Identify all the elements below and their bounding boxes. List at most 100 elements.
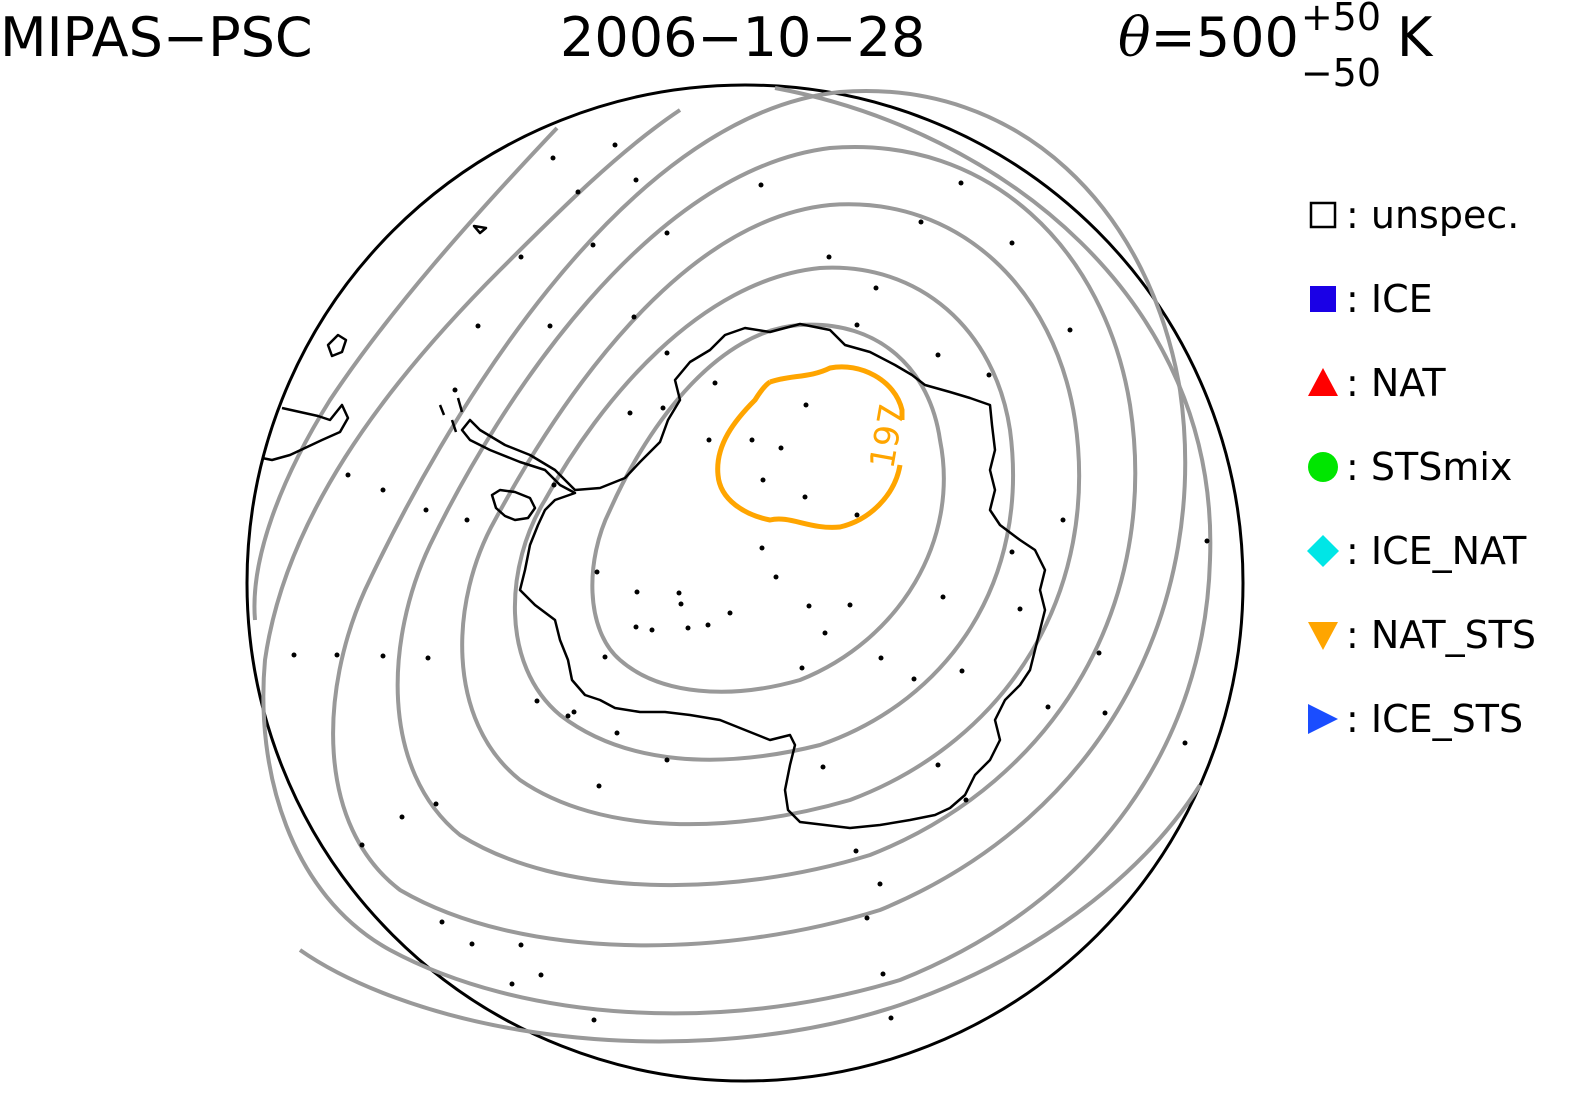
observation-point [877,881,883,887]
observation-point [380,487,386,493]
observation-point [359,842,365,848]
legend-label: : ICE_NAT [1346,529,1527,573]
observation-point [423,507,429,513]
legend-label: : ICE_STS [1346,697,1524,741]
theta-unit: K [1396,6,1433,69]
observation-point [1102,710,1108,716]
observation-point [880,971,886,977]
observation-point [759,545,765,551]
observation-point [986,372,992,378]
observation-point [664,757,670,763]
observation-point [1096,650,1102,656]
observation-points [291,142,1210,1023]
observation-point [911,676,917,682]
observation-point [399,814,405,820]
observation-point [1017,606,1023,612]
observation-point [649,627,655,633]
observation-point [873,285,879,291]
contour-197K [715,364,905,530]
observation-point [758,182,764,188]
observation-point [678,601,684,607]
observation-point [712,380,718,386]
observation-point [676,590,682,596]
observation-point [778,445,784,451]
observation-point [518,942,524,948]
observation-point [547,323,553,329]
square-marker-icon [1310,286,1336,312]
observation-point [602,654,608,660]
legend-label: : ICE [1346,277,1433,321]
theta-value: =500 [1150,6,1299,69]
contour-line-5 [331,89,1188,948]
observation-point [550,155,556,161]
observation-point [509,981,515,987]
observation-point [1060,517,1066,523]
observation-point [469,941,475,947]
contour-line-3 [460,202,1082,827]
observation-point [918,219,924,225]
open-square-marker-icon [1309,201,1337,229]
contour-line-1 [590,322,946,694]
legend-label: : STSmix [1346,445,1513,489]
instrument-title: MIPAS−PSC [0,6,313,69]
observation-point [594,569,600,575]
observation-point [1009,240,1015,246]
observation-point [631,314,637,320]
observation-point [935,762,941,768]
observation-point [888,1015,894,1021]
small-island [472,224,488,235]
observation-point [425,655,431,661]
legend-label: : NAT [1346,361,1446,405]
observation-point [439,919,445,925]
observation-point [773,574,779,580]
observation-point [959,668,965,674]
antarctica-coastline [460,322,1047,830]
observation-point [864,915,870,921]
observation-point [633,624,639,630]
theta-lower: −50 [1300,51,1382,96]
observation-point [940,594,946,600]
observation-point [565,713,571,719]
legend-label: : NAT_STS [1346,613,1537,657]
observation-point [705,622,711,628]
south-america-tip [261,403,350,462]
observation-point [596,783,602,789]
observation-point [612,142,618,148]
coastline [261,224,1047,830]
falkland-islands [326,333,348,358]
observation-point [575,189,581,195]
observation-point [963,797,969,803]
diamond-marker-icon [1307,535,1339,567]
circle-marker-icon [1308,452,1338,482]
observation-point [518,254,524,260]
observation-point [291,652,297,658]
observation-point [806,603,812,609]
theta-upper: +50 [1300,0,1382,40]
triangle-right-marker-icon [1308,704,1338,734]
observation-point [749,437,755,443]
observation-point [1182,740,1188,746]
observation-point [633,177,639,183]
observation-point [590,242,596,248]
observation-point [334,652,340,658]
observation-point [760,477,766,483]
triangle-up-marker-icon [1308,368,1338,396]
map-boundary [245,83,1245,1083]
observation-point [802,494,808,500]
observation-point [706,437,712,443]
theta-range: +50 −50 [1299,0,1383,93]
contour-lines [252,86,1213,1044]
observation-point [380,653,386,659]
observation-point [538,972,544,978]
observation-point [826,254,832,260]
observation-point [685,625,691,631]
peninsula-islands [490,488,537,522]
observation-point [820,764,826,770]
observation-point [551,482,557,488]
observation-point [475,323,481,329]
observation-point [660,405,666,411]
date-title: 2006−10−28 [560,6,926,69]
observation-point [664,230,670,236]
observation-point [345,472,351,478]
